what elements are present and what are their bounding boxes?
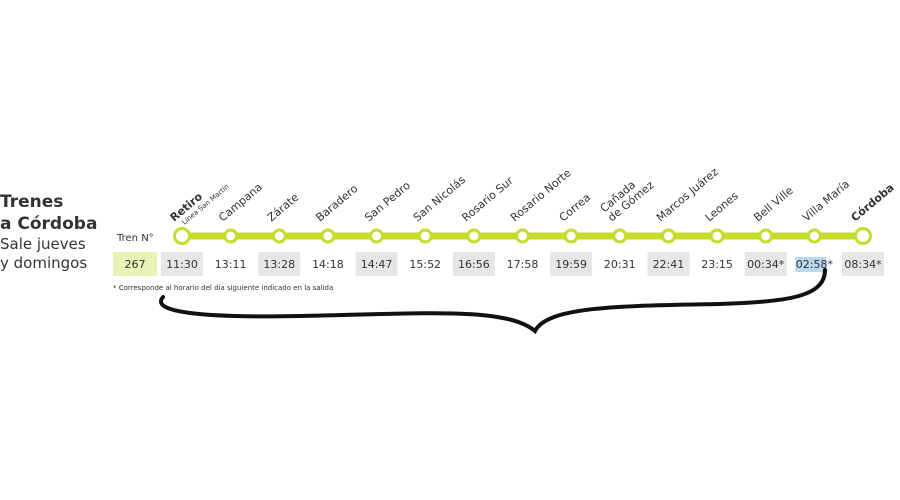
title: a Córdoba: [0, 214, 97, 234]
time-box: [258, 252, 301, 276]
time-box: [355, 252, 398, 276]
footnote: * Corresponde al horario del día siguien…: [113, 284, 333, 292]
selection-highlight: [795, 257, 827, 272]
station-stop: [612, 228, 628, 244]
departure-time: 17:58: [507, 258, 539, 271]
subtitle: Sale jueves: [0, 235, 86, 253]
hand-drawn-brace: [159, 268, 827, 335]
time-box: [842, 252, 884, 276]
departure-time: 15:52: [409, 258, 441, 271]
station-stop: [369, 228, 385, 244]
departure-time: 20:31: [604, 258, 636, 271]
train-label: Tren N°: [116, 233, 154, 244]
departure-time: 08:34*: [844, 258, 882, 271]
title: Trenes: [0, 192, 63, 212]
station-stop: [271, 228, 287, 244]
station-stop: [466, 228, 482, 244]
departure-time: 13:11: [215, 258, 247, 271]
departure-time: 11:30: [166, 258, 198, 271]
train-number: 267: [125, 258, 146, 271]
time-box: [161, 252, 203, 276]
time-box: [647, 252, 690, 276]
departure-time: 16:56: [458, 258, 490, 271]
departure-time: 14:18: [312, 258, 344, 271]
station-stop: [854, 227, 872, 245]
station-stop: [709, 228, 725, 244]
time-box: [452, 252, 495, 276]
station-stop: [223, 228, 239, 244]
station-stop: [563, 228, 579, 244]
subtitle: y domingos: [0, 254, 87, 272]
departure-time: 22:41: [653, 258, 685, 271]
station-stop: [660, 228, 676, 244]
departure-time: 13:28: [263, 258, 295, 271]
departure-time: 19:59: [555, 258, 587, 271]
departure-time: 02:58*: [796, 258, 834, 271]
station-stop: [320, 228, 336, 244]
station-stop: [173, 227, 191, 245]
station-stop: [806, 228, 822, 244]
station-stop: [515, 228, 530, 244]
departure-time: 14:47: [361, 258, 393, 271]
station-stop: [758, 228, 774, 244]
time-box: [744, 252, 787, 276]
departure-time: 23:15: [701, 258, 733, 271]
train-number-box: [113, 252, 157, 276]
departure-time: 00:34*: [747, 258, 785, 271]
time-box: [550, 252, 593, 276]
station-stop: [417, 228, 433, 244]
